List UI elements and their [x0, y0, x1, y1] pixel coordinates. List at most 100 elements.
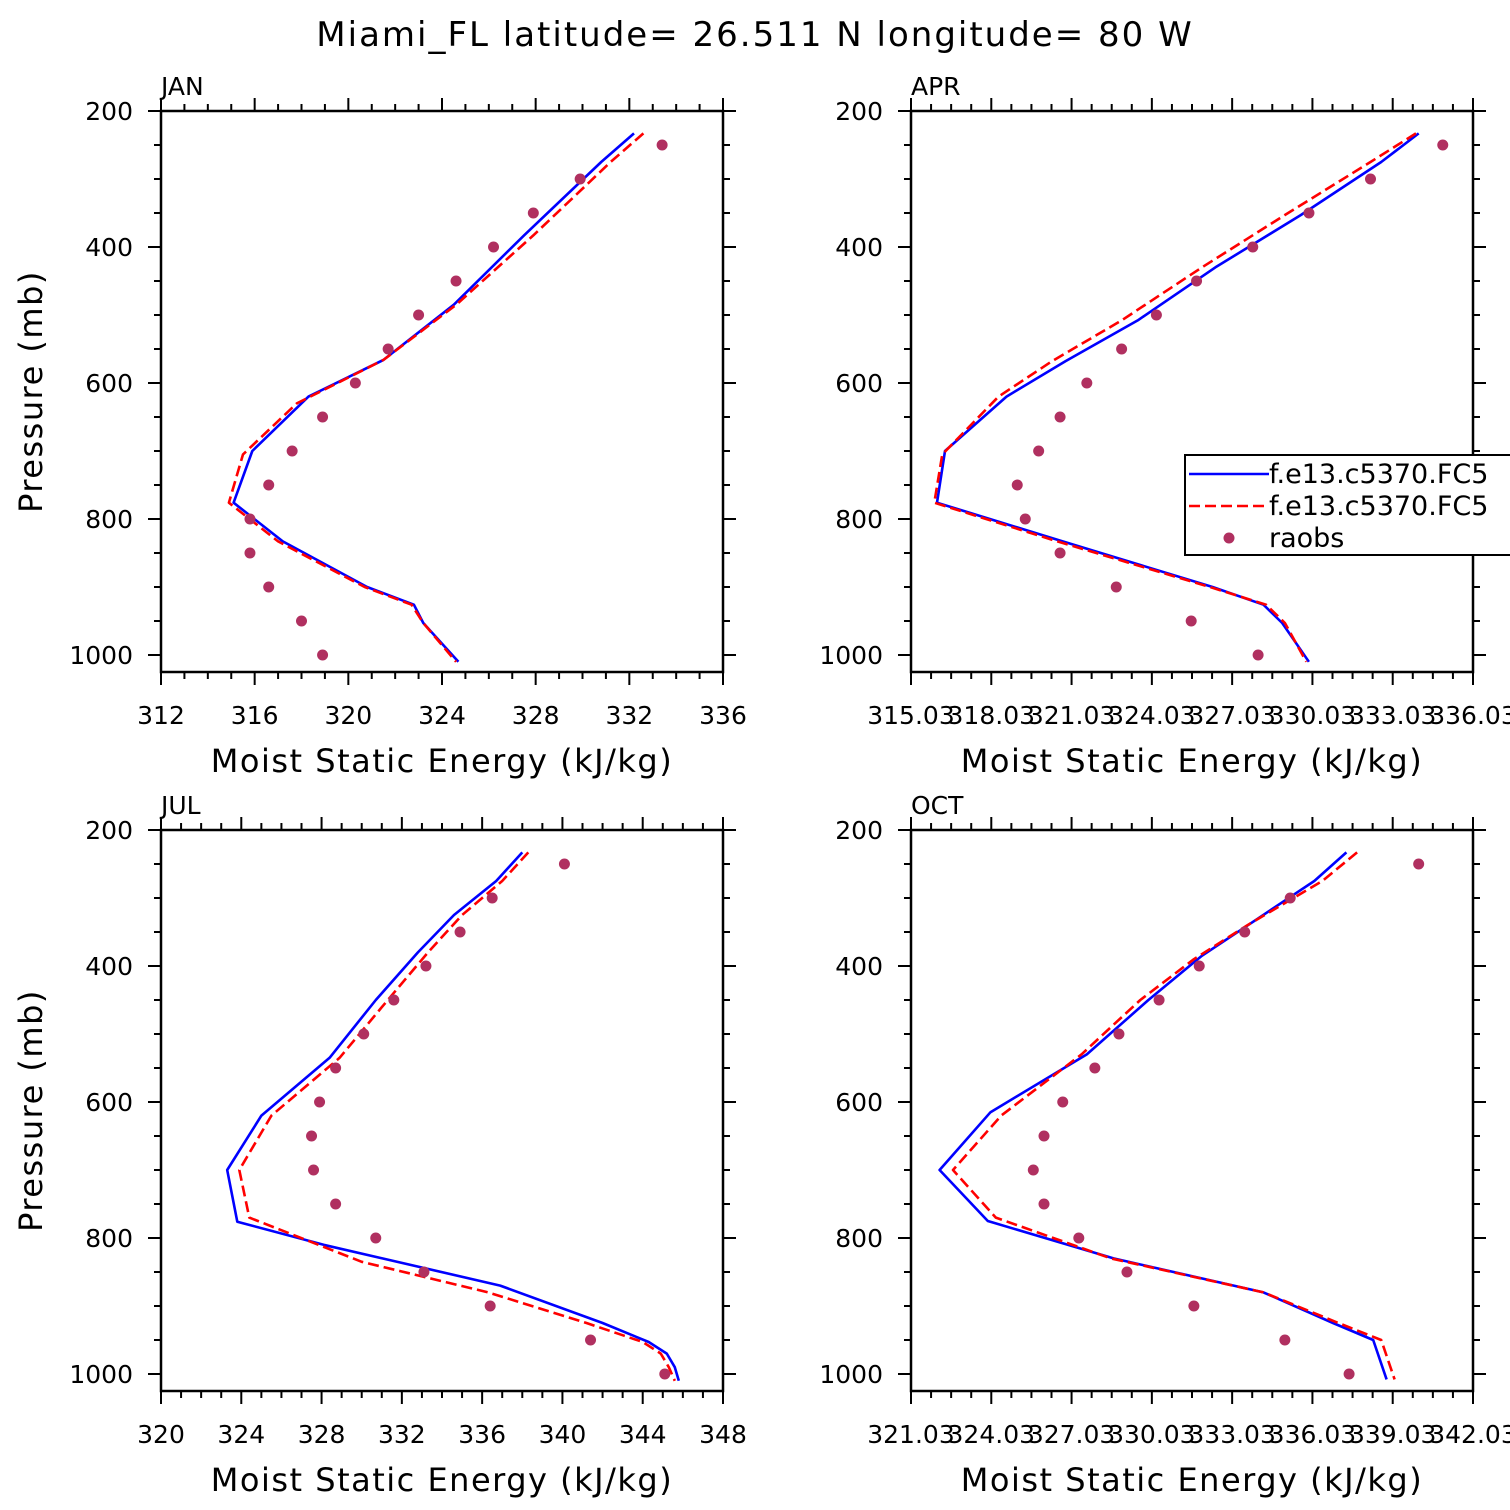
- x-axis-label: Moist Static Energy (kJ/kg): [211, 1461, 673, 1499]
- raobs-point: [317, 649, 329, 661]
- raobs-point: [1252, 649, 1264, 661]
- raobs-point: [296, 615, 307, 627]
- y-tick-label: 200: [835, 97, 883, 126]
- raobs-point: [450, 275, 462, 287]
- x-tick-label: 336.03: [1429, 701, 1510, 730]
- raobs-point: [1279, 1334, 1291, 1346]
- raobs-point: [244, 547, 256, 559]
- raobs-point: [486, 892, 498, 904]
- x-tick-label: 327.03: [1028, 1420, 1115, 1449]
- raobs-point: [1113, 1028, 1125, 1040]
- legend-label: raobs: [1269, 523, 1344, 554]
- raobs-point: [1057, 1096, 1069, 1108]
- raobs-point: [244, 513, 256, 525]
- x-tick-label: 316: [231, 701, 279, 730]
- raobs-point: [1027, 1164, 1039, 1176]
- raobs-point: [1193, 960, 1205, 972]
- raobs-point: [1343, 1368, 1355, 1380]
- raobs-point: [1247, 241, 1259, 253]
- raobs-point: [330, 1062, 342, 1074]
- raobs-point: [1054, 411, 1066, 423]
- x-axis-label: Moist Static Energy (kJ/kg): [961, 1461, 1423, 1499]
- panel-title: JAN: [159, 72, 204, 101]
- raobs-point: [1239, 926, 1251, 938]
- y-tick-label: 400: [835, 233, 883, 262]
- y-tick-label: 200: [85, 97, 133, 126]
- raobs-point: [306, 1130, 318, 1142]
- x-tick-label: 333.03: [1349, 701, 1436, 730]
- legend-label: f.e13.c5370.FC5: [1269, 459, 1488, 490]
- x-tick-label: 342.03: [1429, 1420, 1510, 1449]
- raobs-point: [574, 173, 586, 185]
- raobs-point: [370, 1232, 382, 1244]
- x-tick-label: 348: [699, 1420, 747, 1449]
- x-tick-label: 318.03: [948, 701, 1035, 730]
- raobs-point: [349, 377, 361, 389]
- x-tick-label: 339.03: [1349, 1420, 1436, 1449]
- raobs-point: [314, 1096, 326, 1108]
- x-axis-label: Moist Static Energy (kJ/kg): [211, 742, 673, 780]
- x-tick-label: 336: [458, 1420, 506, 1449]
- series-line-dashed: [227, 132, 645, 663]
- series-line-solid: [232, 132, 635, 663]
- raobs-point: [1413, 858, 1425, 870]
- panel-3: 321.03324.03327.03330.03333.03336.03339.…: [819, 791, 1510, 1499]
- raobs-point: [1437, 139, 1449, 151]
- x-tick-label: 321.03: [1028, 701, 1115, 730]
- y-tick-label: 800: [85, 505, 133, 534]
- raobs-point: [1011, 479, 1023, 491]
- plot-frame: [909, 109, 1475, 674]
- raobs-point: [488, 241, 500, 253]
- raobs-point: [1121, 1266, 1133, 1278]
- y-tick-label: 200: [85, 816, 133, 845]
- raobs-point: [1038, 1198, 1050, 1210]
- legend-box: [1184, 454, 1510, 556]
- series-line-dashed: [932, 132, 1417, 663]
- raobs-point: [1188, 1300, 1200, 1312]
- x-tick-label: 312: [137, 701, 185, 730]
- raobs-point: [286, 445, 298, 457]
- raobs-point: [1089, 1062, 1101, 1074]
- raobs-point: [1150, 309, 1162, 321]
- x-tick-label: 315.03: [867, 701, 954, 730]
- raobs-point: [358, 1028, 370, 1040]
- raobs-point: [263, 479, 275, 491]
- y-tick-label: 600: [85, 369, 133, 398]
- raobs-point: [418, 1266, 430, 1278]
- y-axis-label: Pressure (mb): [12, 989, 50, 1232]
- y-tick-label: 400: [85, 952, 133, 981]
- raobs-point: [659, 1368, 671, 1380]
- y-tick-label: 400: [85, 233, 133, 262]
- x-tick-label: 336: [699, 701, 747, 730]
- x-tick-label: 330.03: [1108, 1420, 1195, 1449]
- raobs-point: [420, 960, 432, 972]
- raobs-point: [558, 858, 570, 870]
- raobs-point: [1185, 615, 1197, 627]
- raobs-point: [1033, 445, 1045, 457]
- x-tick-label: 321.03: [867, 1420, 954, 1449]
- raobs-point: [413, 309, 425, 321]
- y-tick-label: 1000: [819, 641, 883, 670]
- plot-frame: [159, 109, 725, 674]
- x-tick-label: 327.03: [1188, 701, 1275, 730]
- raobs-point: [308, 1164, 320, 1176]
- x-tick-label: 332: [378, 1420, 426, 1449]
- x-tick-label: 324.03: [1108, 701, 1195, 730]
- x-axis-label: Moist Static Energy (kJ/kg): [961, 742, 1423, 780]
- raobs-point: [1153, 994, 1165, 1006]
- raobs-point: [1081, 377, 1093, 389]
- y-tick-label: 800: [85, 1224, 133, 1253]
- raobs-point: [1303, 207, 1315, 219]
- raobs-point: [454, 926, 466, 938]
- raobs-point: [317, 411, 329, 423]
- x-tick-label: 320: [324, 701, 372, 730]
- y-tick-label: 400: [835, 952, 883, 981]
- x-tick-label: 324: [217, 1420, 265, 1449]
- series-line-solid: [225, 851, 681, 1382]
- figure-title: Miami_FL latitude= 26.511 N longitude= 8…: [316, 15, 1193, 55]
- x-tick-label: 344: [619, 1420, 667, 1449]
- series-line-solid: [938, 851, 1388, 1380]
- panel-2: 320 324 328 332 336 340 344 348 200 400 600 800 1000…: [12, 791, 747, 1499]
